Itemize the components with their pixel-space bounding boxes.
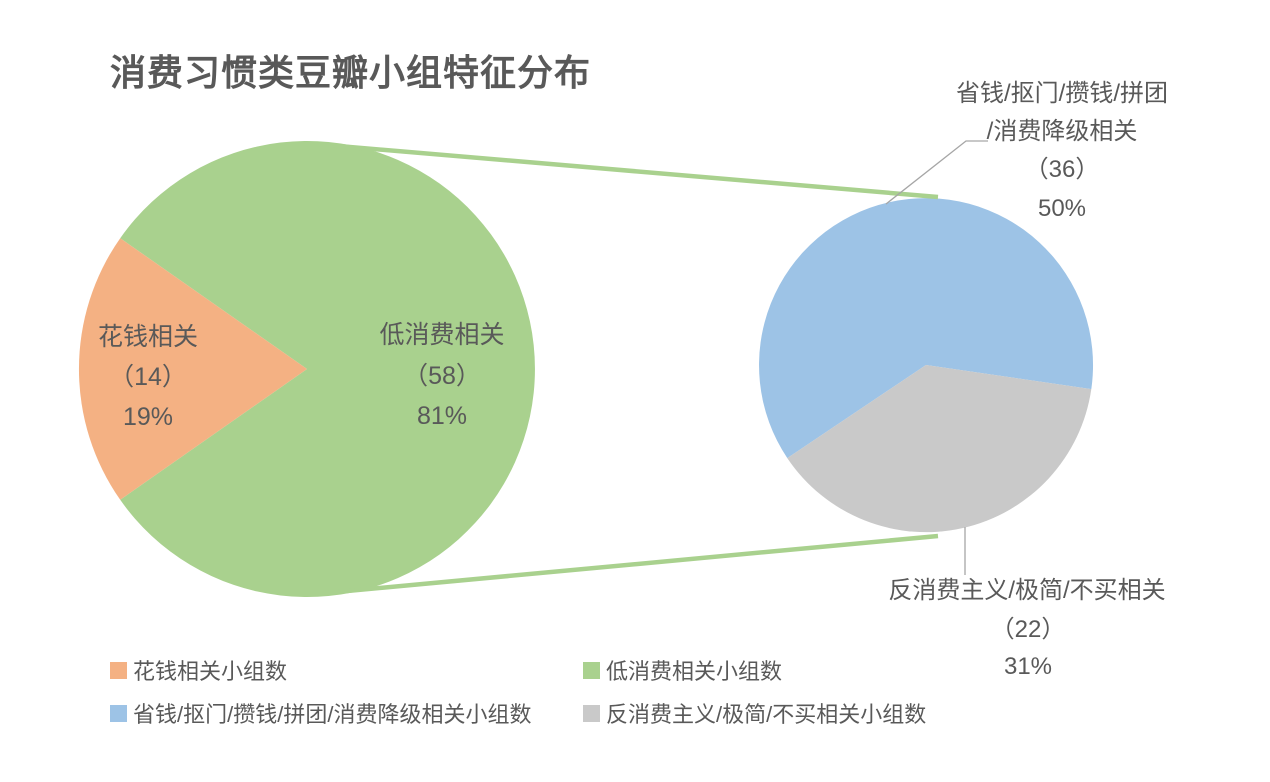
legend-item-saving: 省钱/抠门/攒钱/拼团/消费降级相关小组数 bbox=[110, 697, 583, 729]
data-label-anti-consumerism-name: 反消费主义/极简/不买相关 bbox=[888, 577, 1165, 604]
secondary-pie bbox=[759, 198, 1094, 533]
legend-swatch-saving bbox=[110, 704, 127, 722]
data-label-saving: 省钱/抠门/攒钱/拼团 /消费降级相关 （36） 50% bbox=[956, 80, 1168, 222]
data-label-anti-consumerism-value: （22） bbox=[991, 616, 1066, 643]
legend-swatch-anti-consumerism-rect bbox=[583, 704, 600, 722]
legend-swatch-saving-rect bbox=[110, 704, 127, 722]
main-pie-slice-low-consumption bbox=[120, 141, 535, 597]
chart-title: 消费习惯类豆瓣小组特征分布 bbox=[110, 52, 592, 93]
legend: 花钱相关小组数 低消费相关小组数 省钱/抠门/攒钱/拼团/消费降级相关小组数 反… bbox=[110, 654, 1160, 729]
data-label-low-consumption: 低消费相关 （58） 81% bbox=[379, 321, 504, 430]
data-label-anti-consumerism-percent: 31% bbox=[1004, 653, 1052, 680]
series-line-top bbox=[314, 141, 939, 200]
series-line-bottom bbox=[314, 533, 939, 597]
legend-swatch-low-consumption-rect bbox=[583, 661, 600, 679]
data-label-spend-name: 花钱相关 bbox=[98, 323, 198, 351]
data-label-spend-value: （14） bbox=[109, 363, 187, 391]
data-label-anti-consumerism: 反消费主义/极简/不买相关 （22） 31% bbox=[888, 577, 1165, 680]
data-label-saving-value: （36） bbox=[1025, 156, 1100, 183]
leader-line-saving-label bbox=[885, 140, 988, 205]
legend-label-saving: 省钱/抠门/攒钱/拼团/消费降级相关小组数 bbox=[133, 702, 532, 727]
secondary-pie-slice-anti-consumerism bbox=[787, 365, 1092, 533]
legend-swatch-low-consumption bbox=[583, 661, 600, 679]
legend-label-spend: 花钱相关小组数 bbox=[133, 659, 288, 684]
data-label-low-consumption-name: 低消费相关 bbox=[379, 321, 504, 349]
data-label-spend-percent: 19% bbox=[123, 403, 173, 431]
data-label-saving-name-line1: 省钱/抠门/攒钱/拼团 bbox=[956, 80, 1168, 107]
legend-swatch-spend-rect bbox=[110, 661, 127, 679]
main-pie bbox=[78, 141, 535, 597]
legend-item-anti-consumerism: 反消费主义/极简/不买相关小组数 bbox=[583, 697, 1160, 729]
data-label-spend: 花钱相关 （14） 19% bbox=[98, 323, 198, 431]
legend-swatch-spend bbox=[110, 661, 127, 679]
legend-label-anti-consumerism: 反消费主义/极简/不买相关小组数 bbox=[606, 702, 927, 727]
main-pie-slice-spend bbox=[78, 238, 307, 500]
data-label-low-consumption-percent: 81% bbox=[417, 402, 467, 430]
data-label-saving-name-line2: /消费降级相关 bbox=[987, 118, 1138, 145]
legend-swatch-anti-consumerism bbox=[583, 704, 600, 722]
legend-label-low-consumption: 低消费相关小组数 bbox=[606, 659, 783, 684]
series-lines bbox=[314, 141, 939, 597]
data-label-saving-percent: 50% bbox=[1038, 195, 1086, 222]
leader-lines bbox=[885, 140, 988, 575]
secondary-pie-slice-saving bbox=[759, 198, 1094, 459]
legend-item-spend: 花钱相关小组数 bbox=[110, 654, 583, 686]
data-label-low-consumption-value: （58） bbox=[403, 362, 481, 390]
legend-item-low-consumption: 低消费相关小组数 bbox=[583, 654, 1160, 686]
